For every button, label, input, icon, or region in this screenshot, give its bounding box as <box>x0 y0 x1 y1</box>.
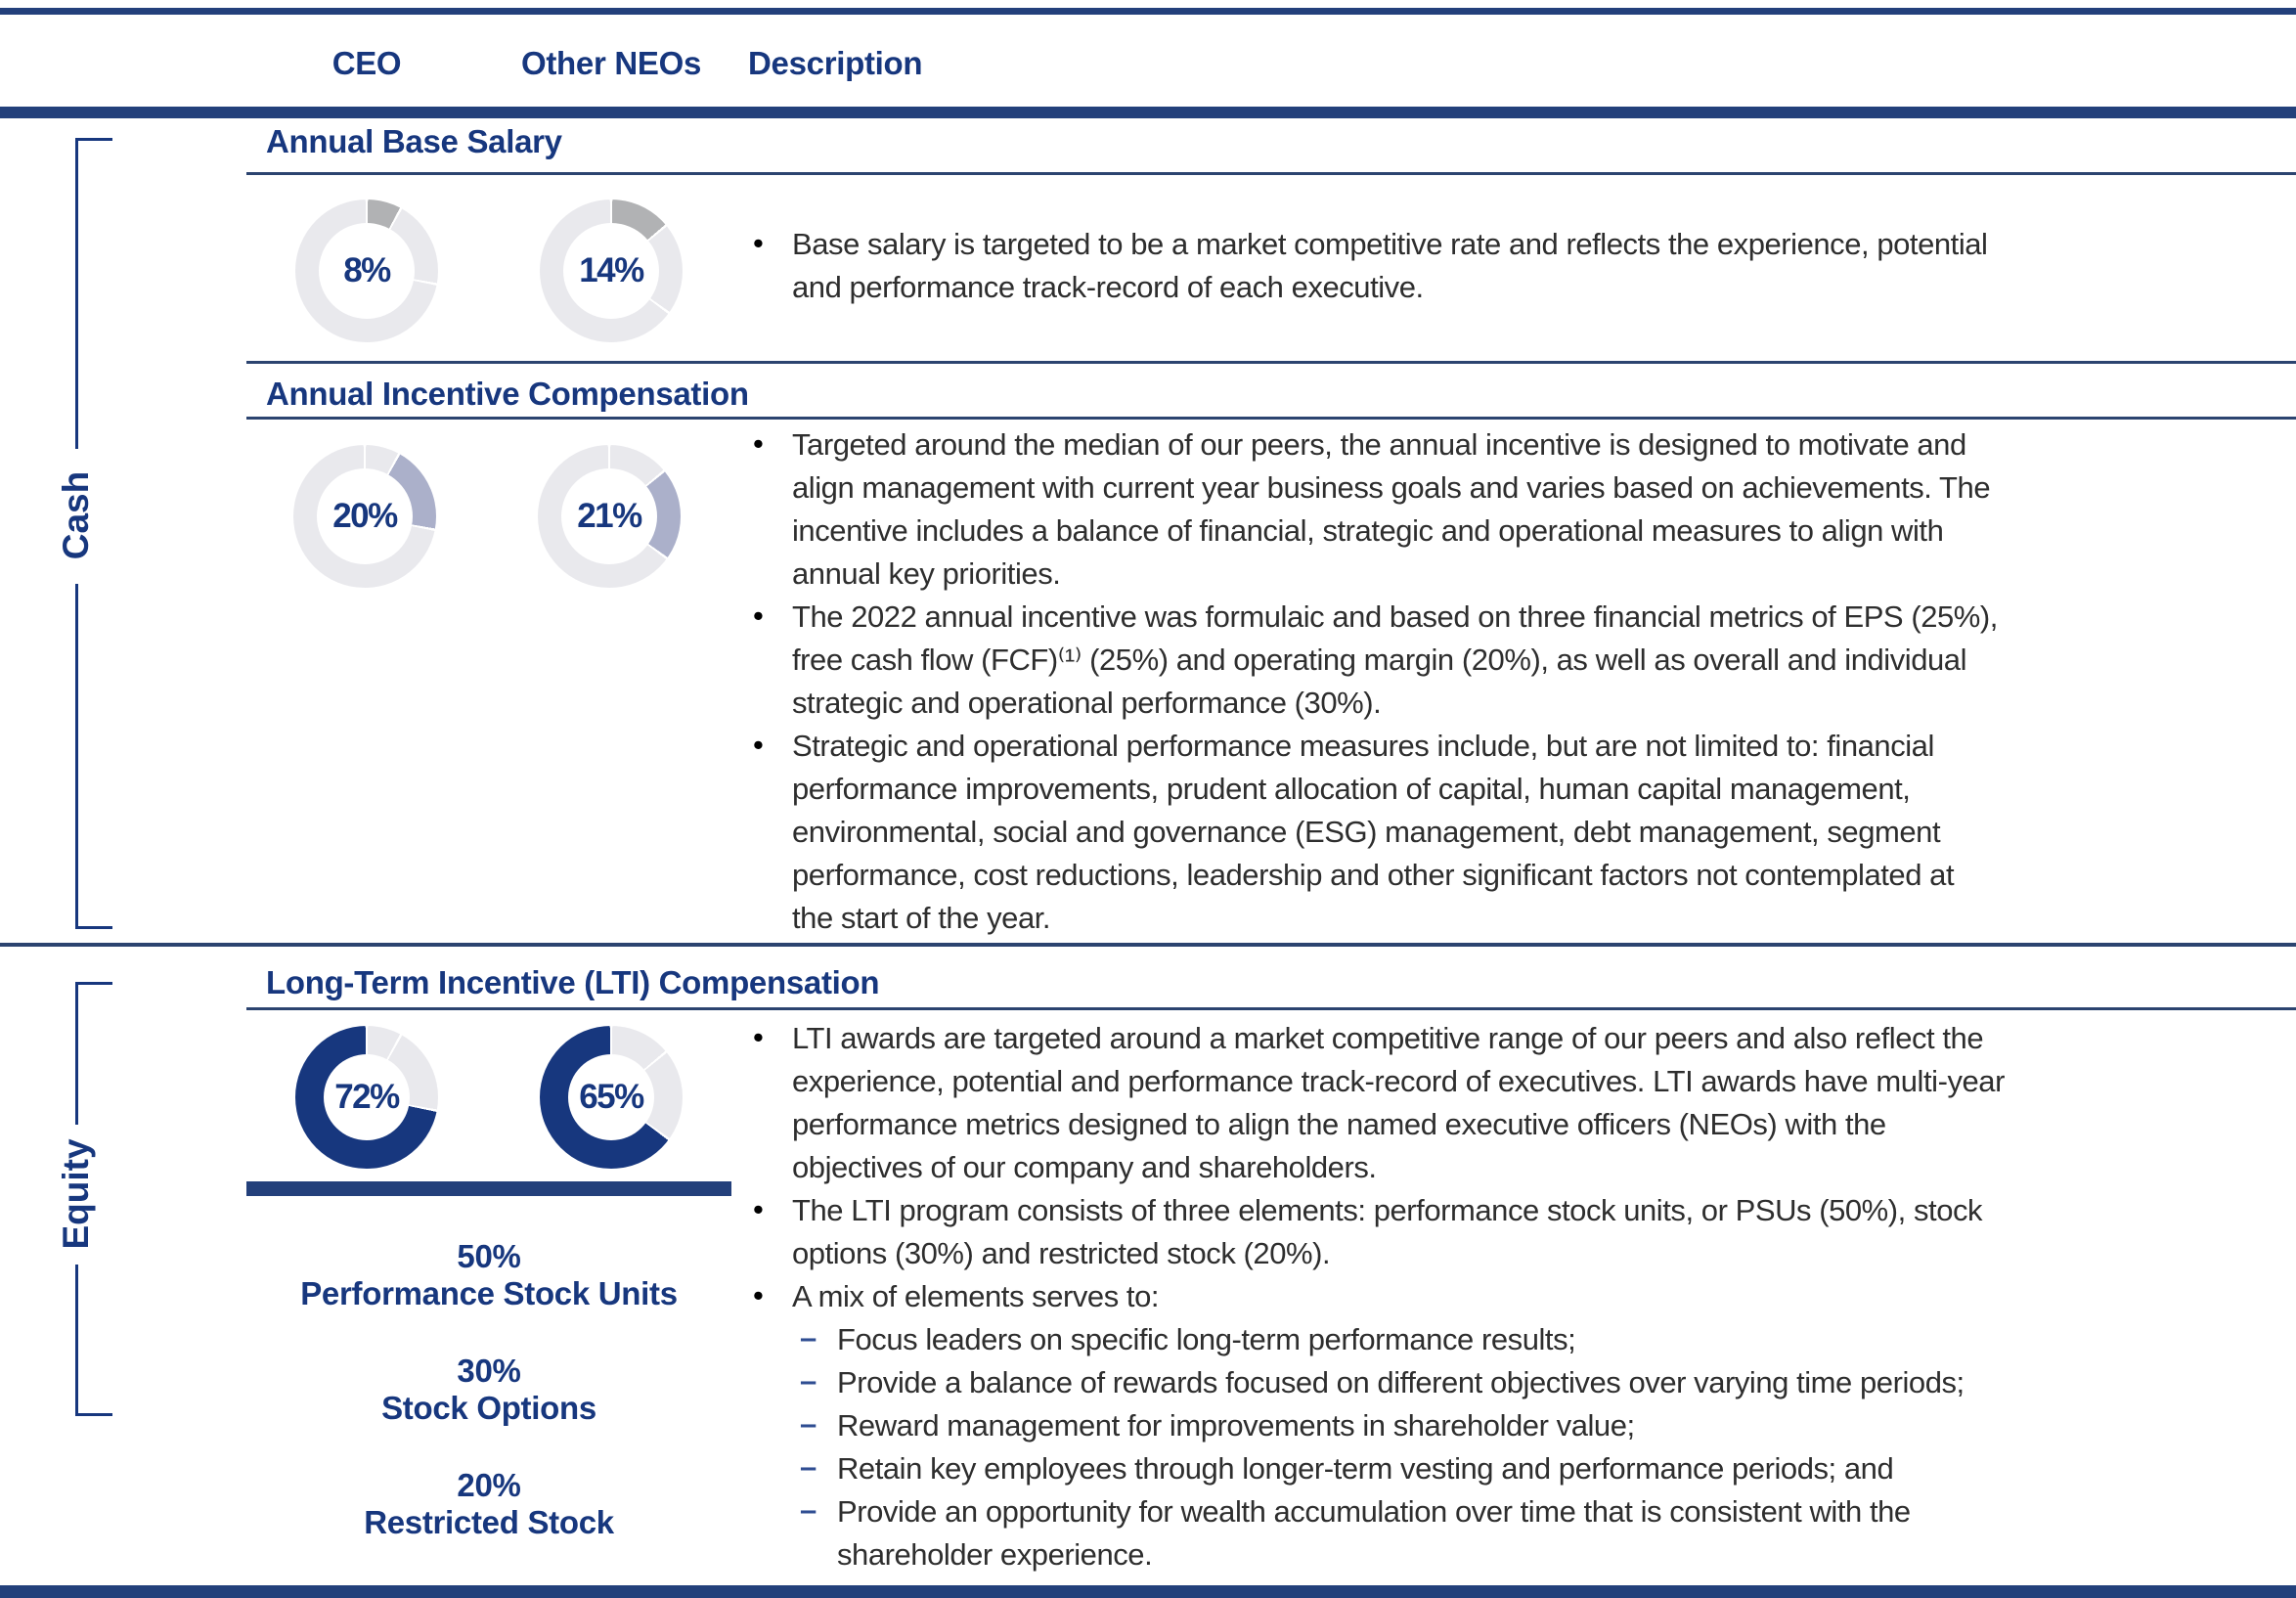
bullet-item: Targeted around the median of our peers,… <box>751 422 2296 596</box>
equity-bracket-line-upper <box>75 982 78 1125</box>
donut-annual-incentive-other-neos: 21% <box>538 445 681 588</box>
description-list-lti: LTI awards are targeted around a market … <box>751 1016 2296 1576</box>
lti-mix-options-pct: 30% <box>457 1353 521 1389</box>
bullet-item: A mix of elements serves to: <box>751 1274 2296 1318</box>
lti-mix-psu: 50% Performance Stock Units <box>246 1238 731 1312</box>
section-title-lti: Long-Term Incentive (LTI) Compensation <box>266 964 880 1000</box>
cash-bracket-line-upper <box>75 138 78 449</box>
lti-mix-separator-bar <box>246 1181 731 1196</box>
section-rule-above-aic <box>246 361 2296 364</box>
cash-bracket-tick-bottom <box>75 926 112 929</box>
equity-bracket-line-lower <box>75 1265 78 1416</box>
bullet-item: LTI awards are targeted around a market … <box>751 1016 2296 1189</box>
equity-bracket-tick-top <box>75 982 112 985</box>
header-rule <box>0 107 2296 118</box>
donut-value-label: 65% <box>579 1078 644 1116</box>
equity-group-label: Equity <box>56 1138 96 1250</box>
sub-bullet-item: Reward management for improvements in sh… <box>751 1402 2296 1447</box>
lti-mix-restricted: 20% Restricted Stock <box>246 1467 731 1541</box>
sub-bullet-item: Retain key employees through longer-term… <box>751 1445 2296 1490</box>
cash-equity-divider <box>0 943 2296 947</box>
column-header-ceo: CEO <box>331 45 402 81</box>
donut-hole: 21% <box>561 468 657 564</box>
bullet-item: The LTI program consists of three elemen… <box>751 1188 2296 1275</box>
section-rule-aic <box>246 417 2296 420</box>
equity-bracket-tick-bottom <box>75 1413 112 1416</box>
cash-bracket-line-lower <box>75 584 78 929</box>
lti-mix-psu-pct: 50% <box>457 1238 521 1274</box>
cash-bracket-tick-top <box>75 138 112 141</box>
cash-group-label: Cash <box>56 470 96 560</box>
donut-hole: 20% <box>317 468 413 564</box>
donut-value-label: 14% <box>579 251 644 289</box>
donut-hole: 65% <box>568 1054 654 1140</box>
section-rule-lti <box>246 1007 2296 1010</box>
donut-base-salary-other-neos: 14% <box>540 200 683 342</box>
donut-value-label: 72% <box>334 1078 400 1116</box>
lti-mix-psu-label: Performance Stock Units <box>300 1275 678 1311</box>
donut-value-label: 20% <box>332 497 398 535</box>
description-list-annual-incentive: Targeted around the median of our peers,… <box>751 422 2296 940</box>
lti-mix-options-label: Stock Options <box>381 1390 596 1426</box>
donut-hole: 14% <box>563 223 659 319</box>
lti-mix-restricted-pct: 20% <box>457 1467 521 1503</box>
section-title-annual-base-salary: Annual Base Salary <box>266 123 562 159</box>
lti-mix-options: 30% Stock Options <box>246 1353 731 1427</box>
donut-annual-incentive-ceo: 20% <box>293 445 436 588</box>
sub-bullet-item: Provide a balance of rewards focused on … <box>751 1359 2296 1404</box>
lti-mix-restricted-label: Restricted Stock <box>364 1504 614 1540</box>
section-title-annual-incentive: Annual Incentive Compensation <box>266 376 749 412</box>
column-header-other-neos: Other NEOs <box>520 45 702 81</box>
donut-hole: 72% <box>324 1054 410 1140</box>
donut-lti-ceo: 72% <box>295 1026 438 1169</box>
bottom-rule <box>0 1585 2296 1598</box>
section-rule-abs <box>246 172 2296 175</box>
column-header-description: Description <box>748 45 923 81</box>
donut-value-label: 8% <box>343 251 391 289</box>
top-rule <box>0 8 2296 15</box>
donut-base-salary-ceo: 8% <box>295 200 438 342</box>
description-list-base-salary: Base salary is targeted to be a market c… <box>751 222 2296 309</box>
bullet-item: Strategic and operational performance me… <box>751 724 2296 940</box>
sub-bullet-item: Provide an opportunity for wealth accumu… <box>751 1488 2296 1576</box>
bullet-item: The 2022 annual incentive was formulaic … <box>751 595 2296 725</box>
sub-bullet-item: Focus leaders on specific long-term perf… <box>751 1316 2296 1361</box>
donut-hole: 8% <box>319 223 415 319</box>
donut-lti-other-neos: 65% <box>540 1026 683 1169</box>
bullet-item: Base salary is targeted to be a market c… <box>751 222 2296 309</box>
donut-value-label: 21% <box>577 497 642 535</box>
